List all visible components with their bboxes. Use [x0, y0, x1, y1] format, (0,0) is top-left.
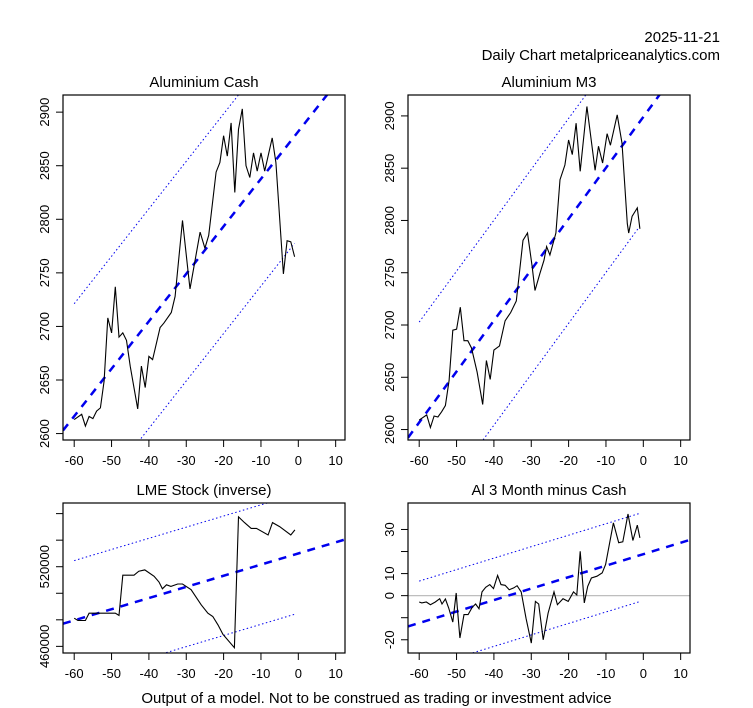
x-tick-label: 10 — [673, 453, 687, 468]
upper-band-line — [418, 95, 587, 323]
panel-title: Al 3 Month minus Cash — [471, 482, 626, 499]
plot-frame — [62, 94, 346, 441]
upper-band-line — [73, 95, 240, 305]
plot-area — [408, 95, 661, 440]
x-tick-label: 0 — [640, 453, 647, 468]
panel-title: Aluminium Cash — [149, 74, 258, 91]
panel-al-cash: Aluminium Cash -60 -50 -40 -30 -20 -10 0 10 2600… — [37, 74, 346, 468]
x-tick-label: -50 — [102, 666, 121, 681]
x-tick-label: -30 — [177, 666, 196, 681]
x-tick-label: -20 — [214, 453, 233, 468]
y-tick-label: 520000 — [37, 545, 52, 588]
x-tick-label: -40 — [140, 666, 159, 681]
y-tick-label: -20 — [382, 630, 397, 649]
panel-lme-stock: LME Stock (inverse) -60 -50 -40 -30 -20 -10 0 1… — [37, 482, 346, 681]
x-tick-label: -40 — [140, 453, 159, 468]
lower-band-line — [470, 601, 640, 653]
chart-subtitle: Daily Chart metalpriceanalytics.com — [481, 47, 720, 64]
x-tick-label: -40 — [485, 453, 504, 468]
x-tick-label: -10 — [252, 666, 271, 681]
x-tick-label: 10 — [328, 666, 342, 681]
plot-frame — [407, 502, 691, 654]
y-tick-label: 460000 — [37, 625, 52, 668]
x-tick-label: -50 — [447, 666, 466, 681]
trend-line — [408, 95, 661, 439]
x-tick-label: -20 — [559, 453, 578, 468]
trend-line — [63, 538, 345, 625]
panel-al-3m-minus-cash: Al 3 Month minus Cash -60 -50 -40 -30 -20 -10… — [382, 482, 691, 681]
price-series-line — [419, 513, 641, 644]
disclaimer-footer: Output of a model. Not to be construed a… — [141, 690, 612, 707]
y-tick-label: 2900 — [382, 101, 397, 130]
plot-area — [63, 95, 329, 440]
x-tick-label: 10 — [328, 453, 342, 468]
plot-area — [63, 503, 345, 653]
y-tick-label: 2700 — [382, 311, 397, 340]
chart-date: 2025-11-21 — [644, 29, 720, 46]
y-tick-label: 10 — [382, 566, 397, 580]
y-tick-label: 2850 — [382, 154, 397, 183]
price-series-line — [73, 108, 296, 428]
price-series-line — [418, 106, 641, 430]
panel-title: LME Stock (inverse) — [136, 482, 271, 499]
trend-line — [408, 538, 690, 628]
trend-line — [63, 95, 329, 432]
x-tick-label: 10 — [673, 666, 687, 681]
y-tick-label: 2750 — [37, 258, 52, 287]
y-tick-label: 2750 — [382, 258, 397, 287]
panel-al-m3: Aluminium M3 -60 -50 -40 -30 -20 -10 0 10 2600 26… — [382, 74, 691, 468]
y-tick-label: 2600 — [37, 419, 52, 448]
x-tick-label: -30 — [177, 453, 196, 468]
x-tick-label: -60 — [65, 666, 84, 681]
x-tick-label: -20 — [214, 666, 233, 681]
y-tick-label: 2650 — [37, 366, 52, 395]
y-tick-label: 2800 — [382, 206, 397, 235]
x-tick-label: 0 — [295, 453, 302, 468]
upper-band-line — [74, 503, 269, 562]
y-tick-label: 2650 — [382, 363, 397, 392]
lower-band-line — [139, 243, 295, 440]
x-tick-label: -10 — [252, 453, 271, 468]
x-tick-label: -40 — [485, 666, 504, 681]
plot-area — [408, 512, 690, 653]
y-tick-label: 2600 — [382, 415, 397, 444]
y-tick-label: 2900 — [37, 98, 52, 127]
x-tick-label: -50 — [447, 453, 466, 468]
y-tick-label: 2850 — [37, 151, 52, 180]
x-tick-label: -10 — [597, 453, 616, 468]
x-tick-label: -30 — [522, 666, 541, 681]
upper-band-line — [419, 512, 640, 582]
price-series-line — [73, 515, 296, 650]
y-tick-label: 2800 — [37, 205, 52, 234]
x-tick-label: 0 — [640, 666, 647, 681]
plot-frame — [62, 502, 346, 654]
x-tick-label: -60 — [65, 453, 84, 468]
x-tick-label: 0 — [295, 666, 302, 681]
x-tick-label: -60 — [410, 453, 429, 468]
x-tick-label: -50 — [102, 453, 121, 468]
x-tick-label: -20 — [559, 666, 578, 681]
x-tick-label: -10 — [597, 666, 616, 681]
plot-frame — [407, 94, 691, 441]
panel-title: Aluminium M3 — [501, 74, 596, 91]
y-tick-label: 0 — [382, 592, 397, 599]
y-tick-label: 2700 — [37, 312, 52, 341]
y-tick-label: 30 — [382, 522, 397, 536]
x-tick-label: -30 — [522, 453, 541, 468]
x-tick-label: -60 — [410, 666, 429, 681]
